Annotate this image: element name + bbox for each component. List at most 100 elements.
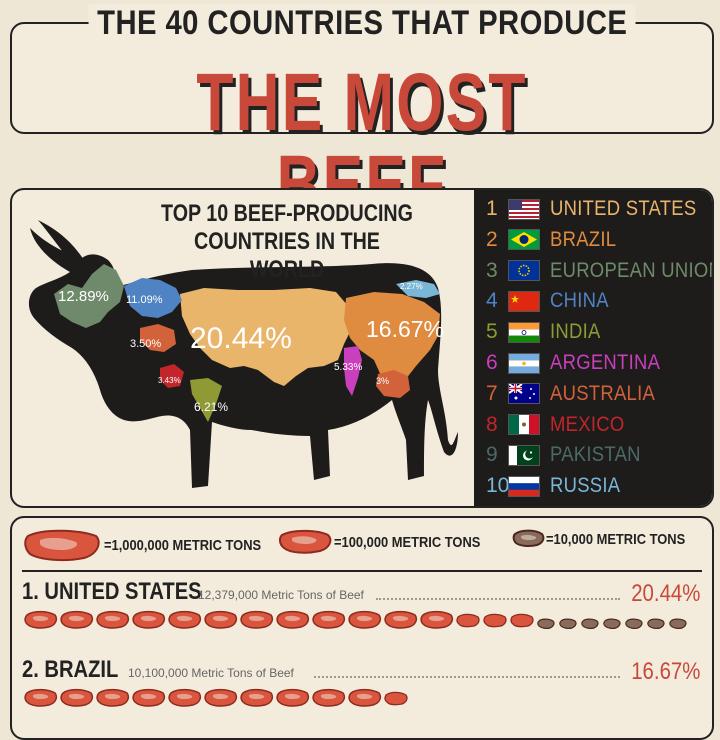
region-australia [376, 370, 410, 398]
region-russia [396, 280, 440, 298]
label-russia: 2.27% [400, 282, 423, 291]
flag-icon [508, 444, 540, 466]
top10-title: TOP 10 BEEF-PRODUCING COUNTRIES IN THE W… [161, 200, 413, 283]
steak-large-icon [96, 688, 130, 712]
steak-large-icon [276, 610, 310, 634]
rank-country-name: AUSTRALIA [550, 381, 656, 405]
label-brazil: 16.67% [366, 316, 445, 342]
legend-key: =1,000,000 METRIC TONS =100,000 METRIC T… [12, 528, 712, 564]
flag-icon [508, 260, 540, 282]
entry-percent: 16.67% [630, 658, 700, 685]
steak-large-icon [132, 688, 166, 712]
steak-small-icon [603, 615, 621, 634]
region-mexico [140, 324, 176, 352]
rank-number: 1 [486, 197, 498, 220]
top10-panel: TOP 10 BEEF-PRODUCING COUNTRIES IN THE W… [10, 188, 714, 508]
steak-large-icon [276, 688, 310, 712]
rank-country-name: EUROPEAN UNION [550, 258, 714, 282]
rank-number: 2 [486, 227, 498, 251]
rank-row: 4 CHINA [486, 287, 617, 315]
flag-icon [508, 383, 540, 405]
steak-large-icon [60, 610, 94, 634]
steak-large-icon [96, 610, 130, 634]
steak-large-icon [240, 610, 274, 634]
rank-number: 9 [486, 443, 498, 467]
key-small: =10,000 METRIC TONS [512, 528, 708, 550]
rank-country-name: ARGENTINA [550, 351, 661, 374]
rank-number: 8 [486, 412, 498, 436]
entry-name: 2. BRAZIL [22, 656, 119, 683]
flag-icon [508, 321, 540, 343]
dot-leader [376, 598, 620, 600]
steak-large-icon [348, 688, 382, 712]
steak-medium-icon [483, 613, 507, 633]
rank-country-name: CHINA [550, 289, 609, 313]
rank-number: 3 [486, 258, 498, 282]
rank-row: 3 EUROPEAN UNION [486, 257, 714, 285]
label-india: 6.21% [194, 400, 229, 414]
region-us [180, 288, 360, 386]
flag-icon [508, 229, 540, 251]
steak-medium-icon [384, 691, 408, 711]
title-panel: THE 40 COUNTRIES THAT PRODUCE THE MOST B… [10, 4, 714, 226]
rank-country-name: INDIA [550, 320, 601, 344]
rank-number: 6 [486, 351, 498, 374]
rank-row: 2 BRAZIL [486, 226, 625, 254]
rank-row: 10 RUSSIA [486, 472, 630, 500]
steak-large-icon [204, 688, 238, 712]
region-pakistan [160, 364, 184, 388]
flag-icon [508, 198, 540, 220]
steak-large-icon [24, 529, 100, 562]
label-pakistan: 3.43% [158, 376, 181, 385]
rank-row: 9 PAKISTAN [486, 441, 653, 469]
flag-icon [508, 290, 540, 312]
rank-number: 5 [486, 320, 498, 344]
steak-large-icon [384, 610, 418, 634]
steak-large-icon [24, 688, 58, 712]
flag-icon [508, 475, 540, 497]
production-panel: =1,000,000 METRIC TONS =100,000 METRIC T… [10, 516, 714, 740]
label-eu: 12.89% [58, 288, 109, 305]
entry-brazil: 2. BRAZIL 10,100,000 Metric Tons of Beef… [22, 656, 700, 685]
region-china [124, 278, 182, 318]
region-brazil [344, 292, 440, 392]
steak-small-icon [537, 615, 555, 634]
steak-large-icon [132, 610, 166, 634]
rank-country-name: RUSSIA [550, 474, 621, 498]
steak-large-icon [312, 610, 346, 634]
label-us: 20.44% [190, 322, 292, 355]
key-medium: =100,000 METRIC TONS [278, 528, 504, 556]
rank-row: 8 MEXICO [486, 411, 635, 439]
entry-subtitle: 10,100,000 Metric Tons of Beef [128, 666, 294, 680]
label-australia: 3% [376, 376, 390, 386]
rank-row: 6 ARGENTINA [486, 349, 675, 377]
region-eu [54, 264, 124, 328]
steak-small-icon [512, 529, 545, 548]
steak-small-icon [559, 615, 577, 634]
rank-country-name: UNITED STATES [550, 197, 697, 220]
rank-number: 4 [486, 289, 498, 313]
entry-subtitle: 12,379,000 Metric Tons of Beef [198, 588, 364, 602]
steak-large-icon [168, 688, 202, 712]
steak-medium-icon [278, 529, 332, 554]
steak-medium-icon [510, 613, 534, 633]
flag-icon [508, 352, 540, 374]
rank-number: 7 [486, 381, 498, 405]
steak-large-icon [60, 688, 94, 712]
rank-row: 1 UNITED STATES [486, 195, 712, 223]
entry-percent: 20.44% [630, 580, 700, 607]
rank-country-name: BRAZIL [550, 227, 617, 251]
cow-map [28, 220, 459, 488]
entry-united-states: 1. UNITED STATES 12,379,000 Metric Tons … [22, 578, 700, 607]
rank-number: 10 [486, 474, 510, 498]
steak-small-icon [647, 615, 665, 634]
label-mexico: 3.50% [130, 338, 162, 350]
rank-country-name: PAKISTAN [550, 443, 641, 467]
flag-icon [508, 414, 540, 436]
steak-large-icon [168, 610, 202, 634]
entry-name: 1. UNITED STATES [22, 578, 202, 605]
steak-large-icon [420, 610, 454, 634]
steak-large-icon [240, 688, 274, 712]
dot-leader [314, 676, 620, 678]
steak-large-icon [24, 610, 58, 634]
